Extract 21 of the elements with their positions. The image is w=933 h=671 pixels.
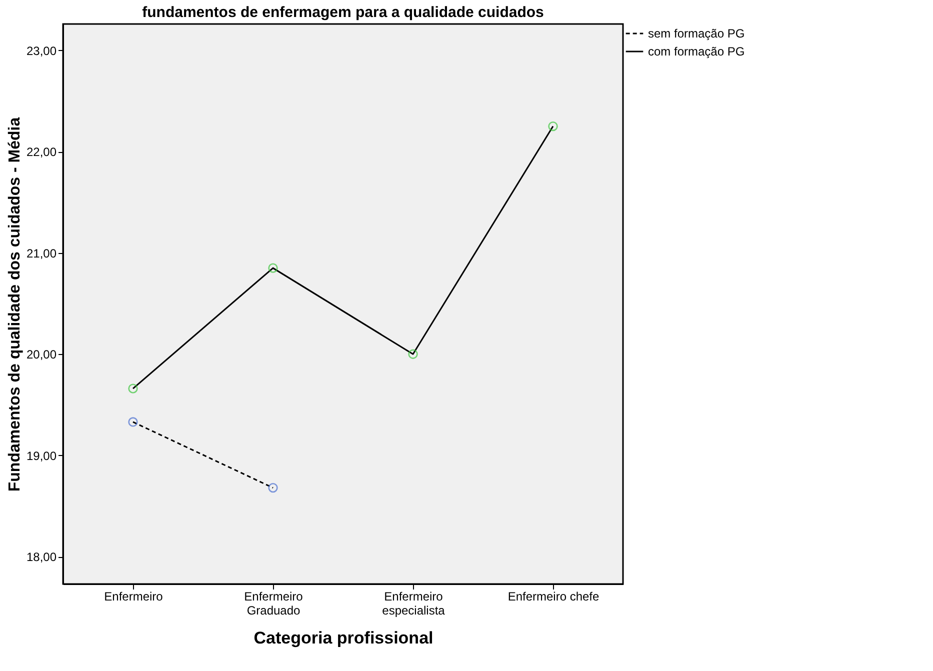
- point: [128, 384, 138, 394]
- x-tick-label: Enfermeiro: [104, 590, 164, 604]
- point: [408, 349, 418, 359]
- y-tick-label: 19,00: [26, 448, 57, 463]
- point: [268, 263, 278, 273]
- legend-label: sem formação PG: [648, 26, 745, 40]
- point: [268, 482, 278, 493]
- chart-title: fundamentos de enfermagem para a qualidade cuidados: [142, 4, 544, 21]
- y-tick-label: 23,00: [26, 44, 57, 58]
- legend-label: com formação PG: [648, 44, 745, 58]
- y-tick-label: 22,00: [26, 145, 57, 160]
- y-tick-label: 21,00: [26, 246, 57, 260]
- point: [128, 417, 138, 427]
- y-tick-label: 20,00: [26, 348, 57, 362]
- x-tick-label: Enfermeiro Graduado: [244, 590, 304, 618]
- x-axis-title: Categoria profissional: [254, 628, 434, 648]
- x-tick-label: Enfermeiro chefe: [508, 590, 600, 604]
- x-tick-label: Enfermeiro especialista: [382, 590, 446, 618]
- y-axis-title: Fundamentos de qualidade dos cuidados - Média: [6, 117, 24, 492]
- point: [548, 121, 558, 132]
- y-tick-label: 18,00: [26, 550, 57, 564]
